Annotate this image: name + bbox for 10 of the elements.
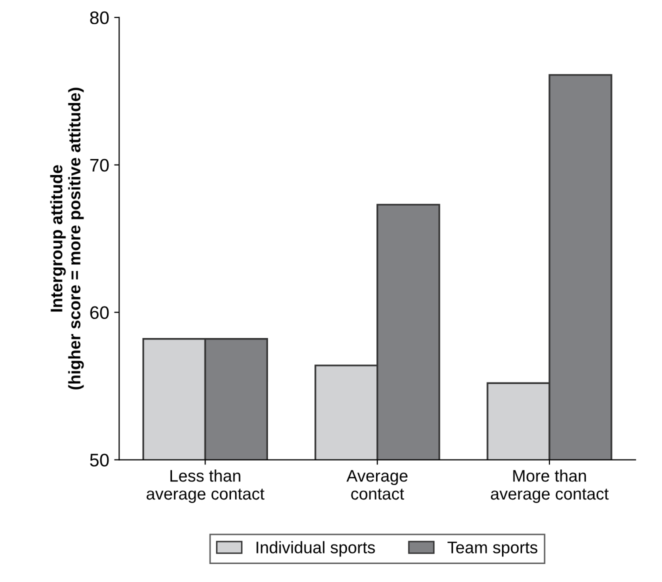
x-tick-label: More than average contact bbox=[490, 470, 609, 503]
y-tick-label: 50 bbox=[90, 454, 109, 466]
y-tick-label: 60 bbox=[90, 306, 109, 320]
legend-label: Team sports bbox=[448, 542, 538, 557]
y-axis-title: Intergroup attitude (higher score = more positive attitude) bbox=[50, 88, 84, 390]
x-tick-label: Average contact bbox=[346, 470, 408, 500]
y-tick-label: 70 bbox=[90, 158, 109, 172]
x-tick-label: Less than average contact bbox=[146, 470, 264, 503]
legend-label: Individual sports bbox=[256, 541, 375, 557]
y-tick-label: 80 bbox=[90, 11, 109, 24]
